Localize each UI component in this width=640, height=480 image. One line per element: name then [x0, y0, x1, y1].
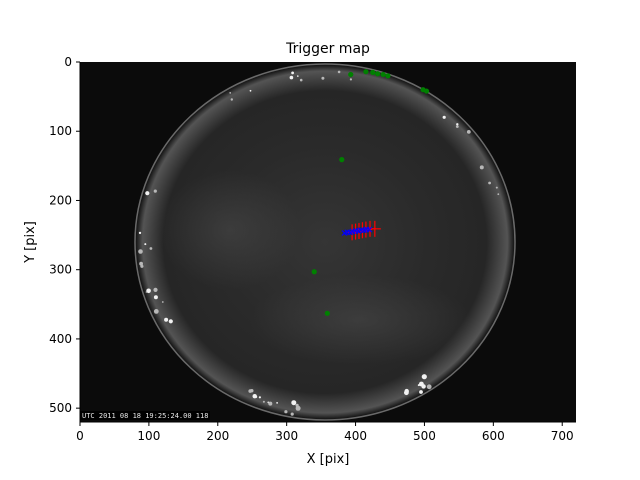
horizon-light — [161, 301, 164, 303]
y-tick-label: 500 — [49, 401, 72, 415]
horizon-light — [291, 400, 297, 406]
horizon-light — [252, 394, 257, 399]
horizon-light — [164, 317, 169, 322]
horizon-light — [168, 319, 173, 324]
horizon-light — [258, 396, 261, 399]
horizon-light — [139, 261, 144, 266]
trigger-point — [324, 310, 330, 316]
horizon-light — [229, 92, 232, 94]
horizon-light — [297, 75, 299, 77]
y-tick-label: 200 — [49, 193, 72, 207]
horizon-light — [404, 388, 409, 394]
trigger-point — [375, 71, 381, 77]
horizon-lights — [138, 70, 500, 416]
dome-rim — [134, 63, 516, 421]
x-tick-label: 500 — [413, 429, 436, 443]
trigger-point — [363, 69, 369, 75]
y-tick-label: 400 — [49, 332, 72, 346]
trigger-point — [311, 269, 317, 275]
horizon-light — [426, 384, 432, 390]
horizon-light — [146, 288, 151, 294]
y-axis-label: Y [pix] — [23, 221, 38, 264]
horizon-light — [419, 390, 423, 394]
horizon-light — [455, 125, 459, 128]
horizon-light — [290, 412, 294, 416]
y-tick-label: 0 — [64, 55, 72, 69]
timestamp-overlay: UTC 2011 08 18 19:25:24.00 118 — [82, 412, 208, 420]
trigger-point — [348, 71, 354, 78]
horizon-light — [149, 247, 153, 250]
horizon-light — [419, 381, 424, 387]
horizon-light — [153, 309, 159, 314]
plot-area: UTC 2011 08 18 19:25:24.00 118 — [80, 62, 576, 422]
horizon-light — [153, 189, 157, 193]
horizon-light — [145, 191, 150, 196]
horizon-light — [262, 400, 265, 403]
horizon-light — [153, 295, 158, 300]
horizon-light — [145, 291, 148, 293]
horizon-light — [495, 186, 498, 189]
horizon-light — [488, 181, 491, 185]
horizon-light — [442, 115, 446, 119]
y-axis-ticks: 0 100 200 300 400 500 — [49, 55, 80, 415]
trigger-point — [385, 73, 391, 79]
x-tick-label: 0 — [76, 429, 84, 443]
chart-title: Trigger map — [285, 41, 370, 57]
horizon-light — [249, 89, 252, 92]
horizon-light — [268, 401, 273, 406]
horizon-light — [421, 374, 427, 380]
horizon-light — [466, 130, 471, 134]
timestamp-strip — [80, 411, 210, 420]
horizon-light — [276, 402, 278, 404]
x-tick-label: 600 — [482, 429, 505, 443]
cloud-patch — [250, 275, 470, 365]
y-tick-label: 300 — [49, 263, 72, 277]
trigger-point — [423, 88, 430, 94]
horizon-light — [153, 287, 158, 292]
x-tick-label: 200 — [206, 429, 229, 443]
trigger-markers — [311, 69, 430, 316]
horizon-light — [349, 78, 352, 81]
x-axis-label: X [pix] — [307, 452, 350, 467]
x-tick-label: 700 — [551, 429, 574, 443]
horizon-light — [456, 123, 459, 126]
horizon-light — [138, 231, 142, 235]
horizon-light — [284, 410, 288, 414]
horizon-light — [479, 165, 484, 170]
x-axis-ticks: 0 100 200 300 400 500 600 700 — [76, 422, 574, 443]
horizon-light — [295, 405, 301, 411]
horizon-light — [289, 75, 294, 80]
trigger-point — [339, 157, 345, 163]
horizon-light — [230, 98, 233, 101]
x-tick-label: 300 — [275, 429, 298, 443]
track-point — [366, 226, 373, 233]
horizon-light — [144, 243, 147, 246]
x-tick-label: 400 — [344, 429, 367, 443]
horizon-light — [299, 78, 303, 82]
horizon-light — [321, 76, 325, 80]
trigger-point — [370, 69, 376, 75]
horizon-light — [138, 249, 143, 254]
horizon-light — [337, 70, 341, 74]
horizon-light — [295, 403, 299, 407]
horizon-light — [497, 193, 500, 196]
x-tick-label: 100 — [137, 429, 160, 443]
y-tick-label: 100 — [49, 124, 72, 138]
cloud-patch — [160, 170, 300, 290]
horizon-light — [291, 71, 294, 75]
trigger-point — [380, 71, 386, 78]
horizon-light — [248, 389, 252, 393]
